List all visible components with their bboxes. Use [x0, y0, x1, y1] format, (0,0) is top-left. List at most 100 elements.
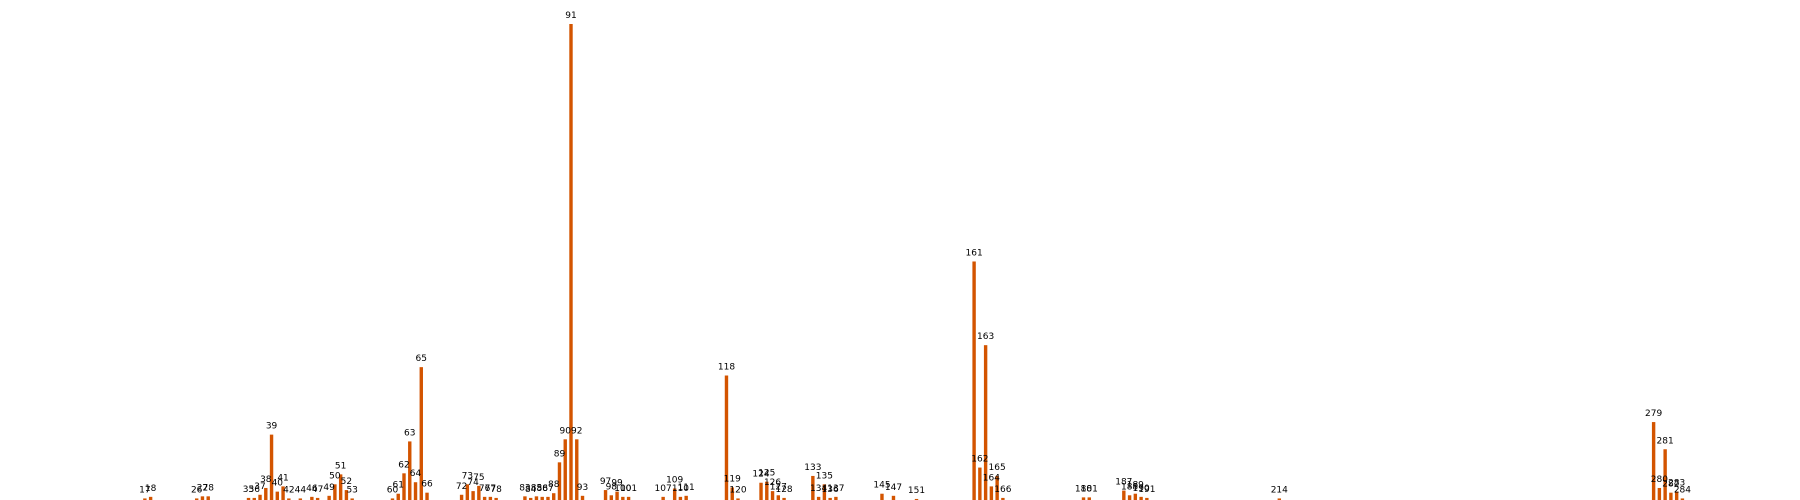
bar-label-93: 93 [577, 483, 588, 493]
bar-label-111: 111 [678, 483, 695, 493]
bar-label-65: 65 [416, 354, 427, 364]
bar-151 [914, 498, 919, 500]
bar-74 [471, 491, 475, 500]
bar-label-60: 60 [387, 485, 399, 495]
bar-label-118: 118 [718, 363, 735, 373]
bar-125 [765, 481, 769, 500]
bar-label-124: 124 [752, 470, 769, 480]
bar-label-75: 75 [473, 473, 484, 483]
bar-label-26: 26 [191, 485, 203, 495]
bar-label-120: 120 [729, 485, 746, 495]
bar-label-151: 151 [908, 486, 925, 496]
bar-66 [425, 492, 429, 500]
bar-137 [834, 496, 838, 500]
bar-84 [528, 497, 533, 500]
bar-label-109: 109 [666, 475, 683, 485]
bar-label-99: 99 [611, 479, 623, 489]
bar-label-52: 52 [341, 477, 352, 487]
bar-label-39: 39 [266, 422, 278, 432]
bar-161 [972, 261, 976, 500]
bar-label-41: 41 [277, 473, 288, 483]
bar-label-128: 128 [775, 485, 792, 495]
bar-36 [252, 497, 256, 500]
bar-44 [298, 498, 303, 500]
bar-99 [615, 491, 619, 500]
bar-191 [1145, 497, 1149, 500]
bar-label-214: 214 [1271, 485, 1288, 495]
bar-label-86: 86 [536, 484, 548, 494]
bar-162 [978, 467, 982, 500]
bar-118 [724, 375, 729, 500]
bar-28 [206, 496, 210, 500]
bar-52 [344, 490, 349, 500]
bar-label-284: 284 [1674, 485, 1691, 495]
bar-label-74: 74 [467, 478, 479, 488]
bar-145 [880, 493, 884, 500]
bar-label-166: 166 [994, 485, 1011, 495]
bar-label-163: 163 [977, 332, 994, 342]
bar-label-133: 133 [804, 463, 821, 473]
bar-49 [327, 495, 331, 500]
bar-53 [350, 498, 354, 500]
bar-label-110: 110 [672, 484, 689, 494]
bar-111 [684, 495, 688, 500]
bar-label-90: 90 [560, 426, 572, 436]
bars-group [143, 24, 1685, 500]
bar-label-191: 191 [1138, 485, 1155, 495]
bar-18 [148, 496, 153, 500]
bar-label-36: 36 [249, 485, 261, 495]
bar-50 [333, 484, 337, 500]
bar-107 [661, 496, 665, 500]
bar-72 [459, 494, 464, 500]
bar-label-280: 280 [1651, 475, 1668, 485]
bar-83 [523, 496, 527, 500]
bar-label-119: 119 [724, 474, 741, 484]
bar-label-61: 61 [393, 481, 404, 491]
bar-189 [1133, 493, 1138, 500]
bar-73 [465, 484, 470, 500]
bar-label-145: 145 [873, 481, 890, 491]
bar-label-189: 189 [1127, 481, 1144, 491]
bar-label-125: 125 [758, 469, 775, 479]
bar-124 [759, 482, 763, 500]
bar-39 [269, 434, 274, 500]
bar-label-282: 282 [1662, 480, 1679, 490]
bar-label-91: 91 [565, 11, 576, 21]
bar-label-83: 83 [519, 483, 530, 493]
bar-label-85: 85 [531, 483, 542, 493]
bar-label-165: 165 [989, 463, 1006, 473]
bar-86 [540, 496, 544, 500]
bar-label-135: 135 [816, 471, 833, 481]
bar-188 [1127, 495, 1132, 500]
bar-label-37: 37 [254, 482, 265, 492]
bar-61 [396, 493, 400, 500]
bar-98 [609, 495, 614, 500]
bar-90 [563, 439, 567, 500]
bar-38 [264, 487, 268, 500]
bar-109 [672, 488, 677, 500]
bar-label-44: 44 [295, 485, 307, 495]
bar-label-88: 88 [548, 480, 560, 490]
bar-label-38: 38 [260, 475, 272, 485]
bar-26 [194, 498, 199, 500]
bar-27 [200, 496, 205, 500]
bar-label-101: 101 [620, 484, 637, 494]
bar-100 [621, 496, 625, 500]
bar-126 [770, 491, 775, 500]
bar-164 [989, 486, 994, 500]
bar-label-35: 35 [243, 485, 254, 495]
bar-165 [995, 475, 999, 500]
bar-label-283: 283 [1668, 479, 1685, 489]
bar-163 [983, 345, 988, 500]
bar-label-97: 97 [600, 477, 611, 487]
bar-127 [776, 495, 781, 500]
bar-78 [494, 497, 498, 500]
bar-280 [1657, 487, 1662, 500]
bar-181 [1087, 497, 1091, 500]
bar-190 [1139, 496, 1143, 500]
bar-77 [488, 496, 493, 500]
bar-label-76: 76 [479, 484, 491, 494]
bar-64 [413, 482, 418, 500]
bar-128 [782, 497, 786, 500]
